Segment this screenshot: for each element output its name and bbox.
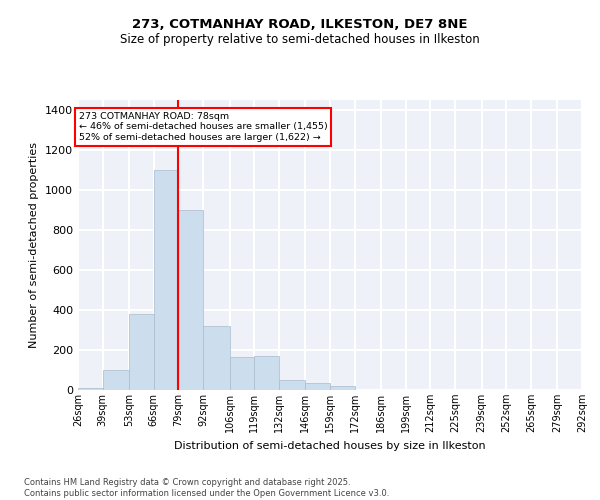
- Text: 273 COTMANHAY ROAD: 78sqm
← 46% of semi-detached houses are smaller (1,455)
52% : 273 COTMANHAY ROAD: 78sqm ← 46% of semi-…: [79, 112, 328, 142]
- Bar: [129, 314, 154, 390]
- Text: Size of property relative to semi-detached houses in Ilkeston: Size of property relative to semi-detach…: [120, 32, 480, 46]
- Bar: [330, 386, 355, 390]
- Bar: [178, 210, 203, 390]
- Bar: [103, 370, 129, 390]
- Bar: [154, 170, 178, 390]
- Bar: [279, 380, 305, 390]
- Text: Contains HM Land Registry data © Crown copyright and database right 2025.
Contai: Contains HM Land Registry data © Crown c…: [24, 478, 389, 498]
- Bar: [305, 383, 330, 390]
- Bar: [254, 356, 279, 390]
- Bar: [203, 326, 230, 390]
- Bar: [230, 357, 254, 390]
- X-axis label: Distribution of semi-detached houses by size in Ilkeston: Distribution of semi-detached houses by …: [174, 440, 486, 450]
- Bar: [78, 388, 103, 390]
- Text: 273, COTMANHAY ROAD, ILKESTON, DE7 8NE: 273, COTMANHAY ROAD, ILKESTON, DE7 8NE: [132, 18, 468, 30]
- Y-axis label: Number of semi-detached properties: Number of semi-detached properties: [29, 142, 40, 348]
